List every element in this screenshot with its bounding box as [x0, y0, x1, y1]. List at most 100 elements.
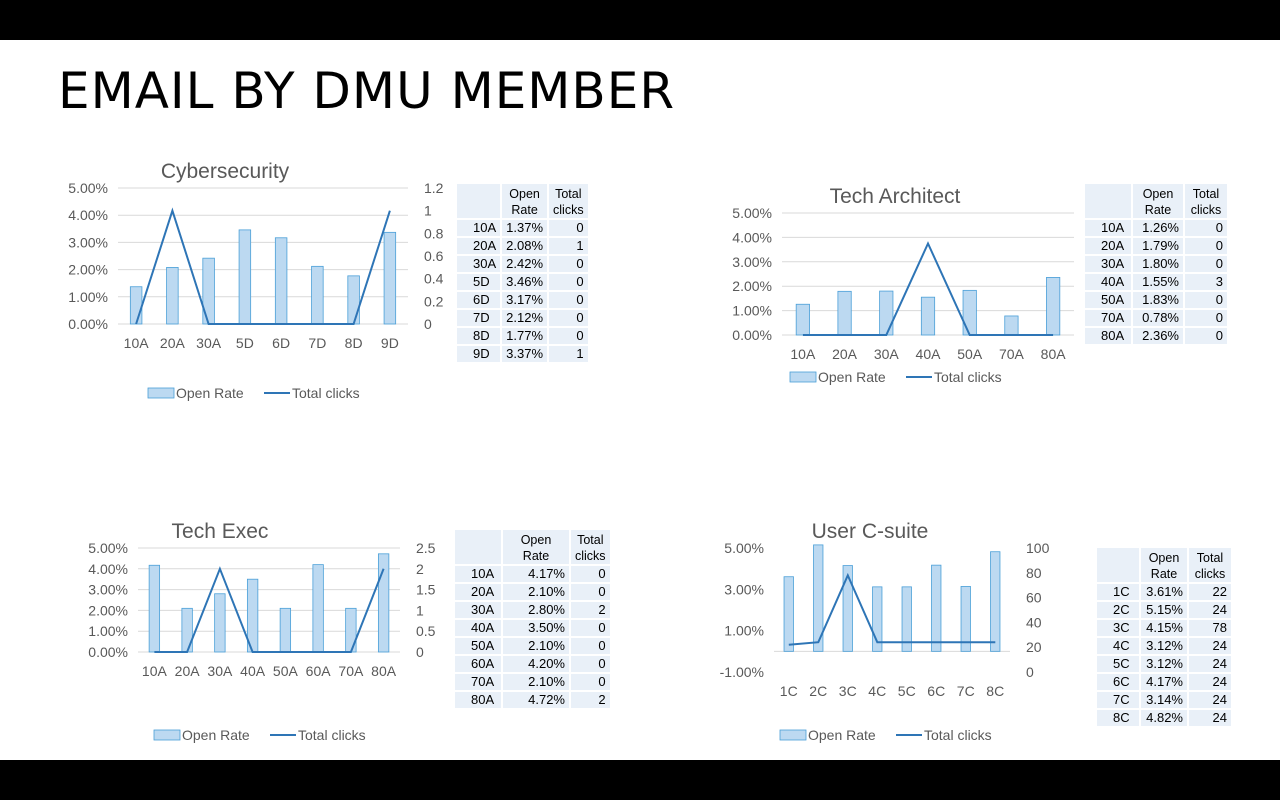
- table-row-label: 40A: [453, 618, 503, 638]
- table-header-cell: Open Rate: [501, 528, 571, 566]
- bar-7d: [311, 265, 324, 325]
- y-left-tick-label: 3.00%: [88, 582, 128, 598]
- bar-20a: [166, 267, 179, 325]
- y-right-tick-label: 0.6: [424, 248, 444, 264]
- bar-50a: [962, 289, 977, 336]
- table-open-rate-cell: 2.10%: [501, 582, 571, 602]
- table-header-cell: Total clicks: [569, 528, 612, 566]
- x-tick-label: 10A: [790, 346, 816, 362]
- x-tick-label: 30A: [196, 335, 222, 351]
- x-tick-label: 70A: [999, 346, 1025, 362]
- table-clicks-cell: 0: [547, 218, 590, 238]
- table-row: 40A 1.55% 3: [1083, 272, 1229, 292]
- y-left-tick-label: 0.00%: [732, 327, 772, 343]
- table-header-cell: [1083, 182, 1133, 220]
- table-row-label: 30A: [1083, 254, 1133, 274]
- table-row: 20A 2.08% 1: [454, 236, 590, 256]
- y-right-tick-label: 20: [1026, 639, 1042, 655]
- table-row: 20A 1.79% 0: [1083, 236, 1229, 256]
- table-row-label: 80A: [453, 690, 503, 710]
- table-row: 7C 3.14% 24: [1095, 690, 1233, 710]
- table-open-rate-cell: 3.61%: [1139, 582, 1189, 602]
- x-tick-label: 6C: [927, 683, 945, 699]
- table-clicks-cell: 24: [1187, 636, 1233, 656]
- table-row: 8C 4.82% 24: [1095, 708, 1233, 728]
- data-table: Open Rate Total clicks 10A 4.17% 0 20A 2.10% 0 3…: [453, 528, 612, 710]
- table-clicks-cell: 1: [547, 236, 590, 256]
- table-header-cell: Open Rate: [500, 182, 550, 220]
- legend-total-clicks-label: Total clicks: [298, 727, 366, 743]
- bar-6c: [931, 564, 942, 652]
- table-open-rate-cell: 3.50%: [501, 618, 571, 638]
- panel-tech-exec: Tech Exec 0.00% 1.00% 2.00% 3.00% 4.00% 5.00% 0…: [40, 520, 620, 760]
- table-clicks-cell: 0: [547, 290, 590, 310]
- y-left-tick-label: 5.00%: [732, 205, 772, 221]
- table-clicks-cell: 0: [1183, 290, 1229, 310]
- table-clicks-cell: 24: [1187, 600, 1233, 620]
- panel-cybersecurity: Cybersecurity 0.00% 1.00% 2.00% 3.00% 4.00% 5.…: [40, 160, 590, 460]
- bar-80a: [377, 553, 390, 653]
- panel-user-c-suite: User C-suite -1.00% 1.00% 3.00% 5.00% 0 20 40 60…: [680, 520, 1240, 760]
- table-clicks-cell: 0: [1183, 308, 1229, 328]
- y-right-tick-label: 0: [1026, 664, 1034, 680]
- table-row: 50A 2.10% 0: [453, 636, 612, 656]
- x-tick-label: 9D: [381, 335, 399, 351]
- table-open-rate-cell: 3.37%: [500, 344, 550, 364]
- total-clicks-line: [135, 207, 391, 325]
- table-row-label: 2C: [1095, 600, 1141, 620]
- table-row: 6D 3.17% 0: [454, 290, 590, 310]
- table-open-rate-cell: 3.12%: [1139, 654, 1189, 674]
- bar-80a: [1046, 277, 1061, 336]
- table-row-label: 50A: [1083, 290, 1133, 310]
- y-right-tick-label: 80: [1026, 565, 1042, 581]
- table-open-rate-cell: 4.82%: [1139, 708, 1189, 728]
- chart-title: Cybersecurity: [161, 160, 290, 183]
- table-open-rate-cell: 0.78%: [1131, 308, 1185, 328]
- x-tick-label: 8D: [345, 335, 363, 351]
- x-tick-label: 10A: [124, 335, 150, 351]
- table-row: 30A 1.80% 0: [1083, 254, 1229, 274]
- x-tick-label: 30A: [207, 663, 233, 679]
- table-row: 8D 1.77% 0: [454, 326, 590, 346]
- table-row: 30A 2.80% 2: [453, 600, 612, 620]
- bar-70a: [1004, 315, 1019, 336]
- y-right-tick-label: 2.5: [416, 540, 436, 556]
- table-header-cell: Total clicks: [547, 182, 590, 220]
- bar-40a: [920, 296, 936, 336]
- table-row: 70A 2.10% 0: [453, 672, 612, 692]
- table-clicks-cell: 22: [1187, 582, 1233, 602]
- table-row-label: 70A: [1083, 308, 1133, 328]
- y-right-tick-label: 60: [1026, 590, 1042, 606]
- table-clicks-cell: 3: [1183, 272, 1229, 292]
- x-tick-label: 5D: [236, 335, 254, 351]
- table-row: 1C 3.61% 22: [1095, 582, 1233, 602]
- y-left-tick-label: 5.00%: [88, 540, 128, 556]
- y-right-tick-label: 1.2: [424, 180, 444, 196]
- x-tick-label: 4C: [868, 683, 886, 699]
- y-left-tick-label: 0.00%: [68, 316, 108, 332]
- data-table: Open Rate Total clicks 1C 3.61% 22 2C 5.15% 24 3…: [1095, 546, 1233, 728]
- table-row-label: 4C: [1095, 636, 1141, 656]
- total-clicks-line: [154, 566, 385, 653]
- total-clicks-line: [802, 241, 1054, 336]
- table-row: 7D 2.12% 0: [454, 308, 590, 328]
- table-row-label: 60A: [453, 654, 503, 674]
- table-row-label: 10A: [453, 564, 503, 584]
- chart-title: User C-suite: [812, 520, 929, 543]
- bar-10a: [148, 564, 161, 653]
- x-tick-label: 10A: [142, 663, 168, 679]
- bar-3c: [842, 565, 853, 652]
- table-header-cell: [1095, 546, 1141, 584]
- x-tick-label: 3C: [839, 683, 857, 699]
- x-tick-label: 50A: [273, 663, 299, 679]
- y-left-tick-label: 2.00%: [732, 278, 772, 294]
- y-left-tick-label: 3.00%: [732, 254, 772, 270]
- table-row-label: 5C: [1095, 654, 1141, 674]
- total-clicks-line: [788, 572, 996, 646]
- table-clicks-cell: 0: [569, 564, 612, 584]
- table-row-label: 20A: [453, 582, 503, 602]
- table-row-label: 10A: [454, 218, 503, 238]
- table-open-rate-cell: 1.55%: [1131, 272, 1185, 292]
- legend-open-rate-label: Open Rate: [818, 369, 886, 385]
- chart-svg: User C-suite -1.00% 1.00% 3.00% 5.00% 0 20 40 60…: [720, 520, 1050, 743]
